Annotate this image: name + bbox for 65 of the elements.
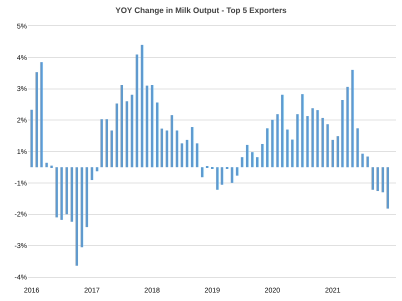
bar — [251, 152, 254, 168]
bar — [236, 167, 238, 176]
bar — [296, 114, 299, 168]
bar — [291, 140, 294, 168]
bar — [126, 101, 128, 168]
bar — [361, 154, 364, 168]
bar — [336, 136, 340, 168]
bar — [110, 130, 113, 168]
bar — [116, 104, 118, 168]
bar — [346, 86, 349, 168]
bar — [60, 167, 63, 220]
bar — [331, 140, 334, 168]
bar — [256, 157, 258, 168]
bar — [386, 167, 389, 209]
bar — [136, 54, 138, 168]
bar — [35, 72, 38, 168]
bar — [30, 110, 33, 168]
bar — [276, 114, 279, 168]
bar — [186, 140, 188, 168]
bar — [140, 44, 144, 168]
bar — [166, 130, 168, 168]
bar — [281, 94, 284, 168]
bar — [76, 167, 78, 266]
bar — [326, 124, 329, 168]
bar — [311, 108, 314, 168]
bar — [90, 167, 94, 180]
bar — [86, 167, 88, 228]
bar — [100, 119, 103, 168]
bar — [230, 167, 234, 183]
bar — [366, 156, 369, 168]
bar — [170, 115, 174, 168]
bar — [376, 167, 379, 192]
bar — [150, 84, 154, 168]
bar — [261, 144, 264, 168]
bar — [96, 167, 98, 172]
bar — [356, 128, 359, 168]
bar — [180, 143, 184, 168]
chart-title: YOY Change in Milk Output - Top 5 Exporters — [115, 6, 288, 16]
bar — [372, 167, 374, 190]
bar — [240, 157, 244, 168]
bar — [196, 143, 198, 168]
bar — [216, 167, 219, 190]
bar — [200, 167, 204, 178]
bar — [106, 119, 108, 168]
bar — [271, 120, 274, 168]
bar — [65, 167, 68, 214]
bar — [246, 144, 248, 168]
bar — [286, 130, 289, 168]
bar — [160, 128, 164, 168]
bar — [45, 162, 48, 168]
bar — [321, 118, 324, 168]
bar — [382, 167, 384, 192]
bar — [80, 167, 84, 248]
bar — [40, 62, 43, 168]
bar — [120, 84, 124, 168]
bar — [301, 94, 304, 168]
bar — [266, 128, 269, 168]
bar — [220, 167, 224, 185]
bar — [55, 167, 58, 218]
bar — [70, 167, 74, 222]
bar — [156, 102, 158, 168]
bar — [190, 127, 194, 168]
bar — [316, 110, 319, 168]
bar — [176, 130, 178, 168]
bar — [341, 100, 344, 168]
